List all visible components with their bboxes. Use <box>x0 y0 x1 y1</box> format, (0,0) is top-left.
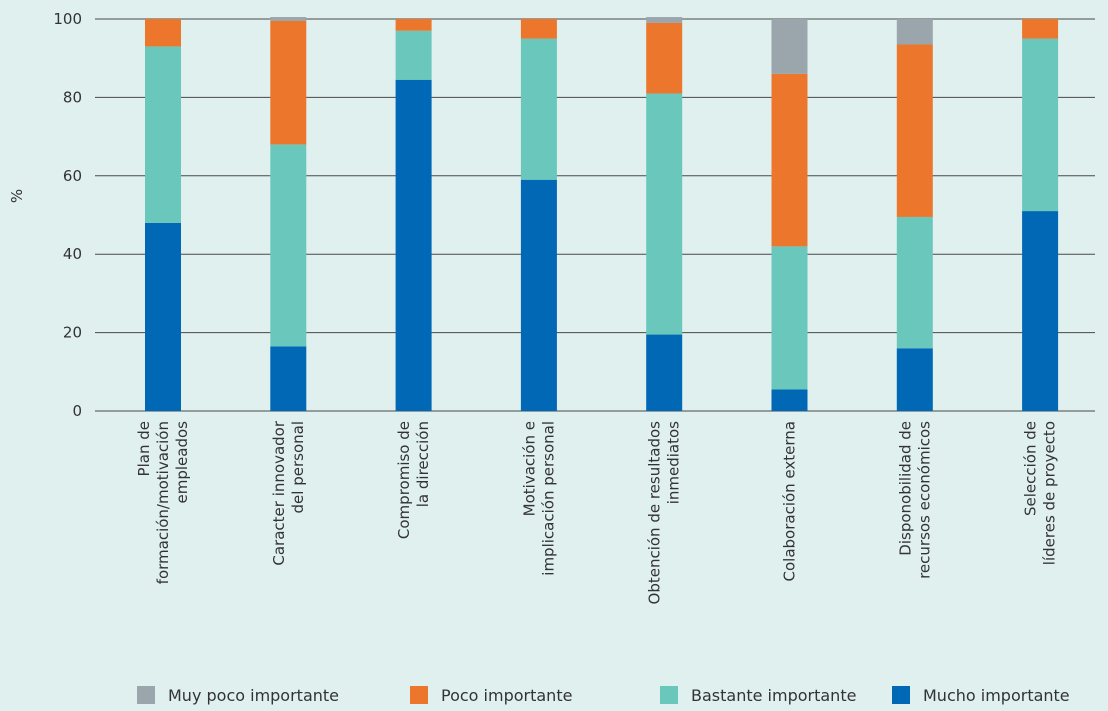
bar-segment <box>145 222 181 411</box>
gridlines <box>95 18 1095 412</box>
x-category-label: Motivación e <box>520 421 538 516</box>
x-category-label: Colaboración externa <box>781 421 799 582</box>
y-tick-label: 80 <box>63 88 82 106</box>
bar-segment <box>771 19 808 74</box>
y-axis-ticks: 0 20 40 60 80 100 <box>53 10 82 420</box>
x-category-label: inmediatos <box>665 421 683 504</box>
legend-label: Muy poco importante <box>168 686 339 705</box>
legend-swatch <box>660 686 678 704</box>
x-category-label: Compromiso de <box>395 421 413 539</box>
x-category-label: Disponobilidad de <box>896 421 914 556</box>
bar-segment <box>1022 211 1059 411</box>
x-category-label: la dirección <box>414 421 432 507</box>
legend-swatch <box>137 686 155 704</box>
x-category-label: formación/motivación <box>154 421 172 584</box>
bar-segment <box>395 19 432 31</box>
bars <box>145 17 1059 411</box>
bar-segment <box>145 19 181 47</box>
bar-segment <box>896 44 933 217</box>
y-tick-label: 20 <box>63 324 82 342</box>
bar-segment <box>646 334 683 411</box>
bar-segment <box>270 144 307 347</box>
bar-segment <box>1022 38 1059 212</box>
y-axis-label: % <box>8 189 26 203</box>
legend: Muy poco importante Poco importante Bastan… <box>137 686 1070 705</box>
x-category-label: Plan de <box>135 421 153 476</box>
bar-segment <box>270 346 307 411</box>
bar-segment <box>520 38 557 180</box>
x-axis-category-labels: Plan de formación/motivación empleados Cara… <box>135 420 1059 604</box>
bar-segment <box>896 216 933 349</box>
bar-segment <box>270 20 307 145</box>
x-category-label: líderes de proyecto <box>1041 421 1059 565</box>
bar-segment <box>646 22 683 94</box>
y-tick-label: 40 <box>63 245 82 263</box>
x-category-label: recursos económicos <box>915 421 933 579</box>
bar-segment <box>270 17 307 21</box>
x-category-label: del personal <box>289 421 307 513</box>
x-category-label: empleados <box>173 421 191 504</box>
bar-segment <box>520 179 557 411</box>
x-category-label: Selección de <box>1022 421 1040 516</box>
bar-segment <box>520 19 557 39</box>
bar-segment <box>395 79 432 411</box>
bar-segment <box>145 46 181 223</box>
bar-segment <box>771 389 808 411</box>
y-tick-label: 100 <box>53 10 82 28</box>
legend-swatch <box>410 686 428 704</box>
y-tick-label: 60 <box>63 167 82 185</box>
legend-label: Poco importante <box>441 686 572 705</box>
bar-segment <box>646 17 683 23</box>
bar-segment <box>395 30 432 80</box>
bar-segment <box>771 246 808 390</box>
bar-segment <box>896 348 933 411</box>
y-tick-label: 0 <box>72 402 82 420</box>
bar-segment <box>896 19 933 45</box>
legend-label: Mucho importante <box>923 686 1070 705</box>
bar-segment <box>771 73 808 247</box>
bar-segment <box>646 93 683 335</box>
x-category-label: implicación personal <box>539 421 557 576</box>
legend-label: Bastante importante <box>691 686 856 705</box>
bar-segment <box>1022 19 1059 39</box>
x-category-label: Obtención de resultados <box>646 421 664 605</box>
x-category-label: Caracter innovador <box>270 420 288 565</box>
legend-swatch <box>892 686 910 704</box>
